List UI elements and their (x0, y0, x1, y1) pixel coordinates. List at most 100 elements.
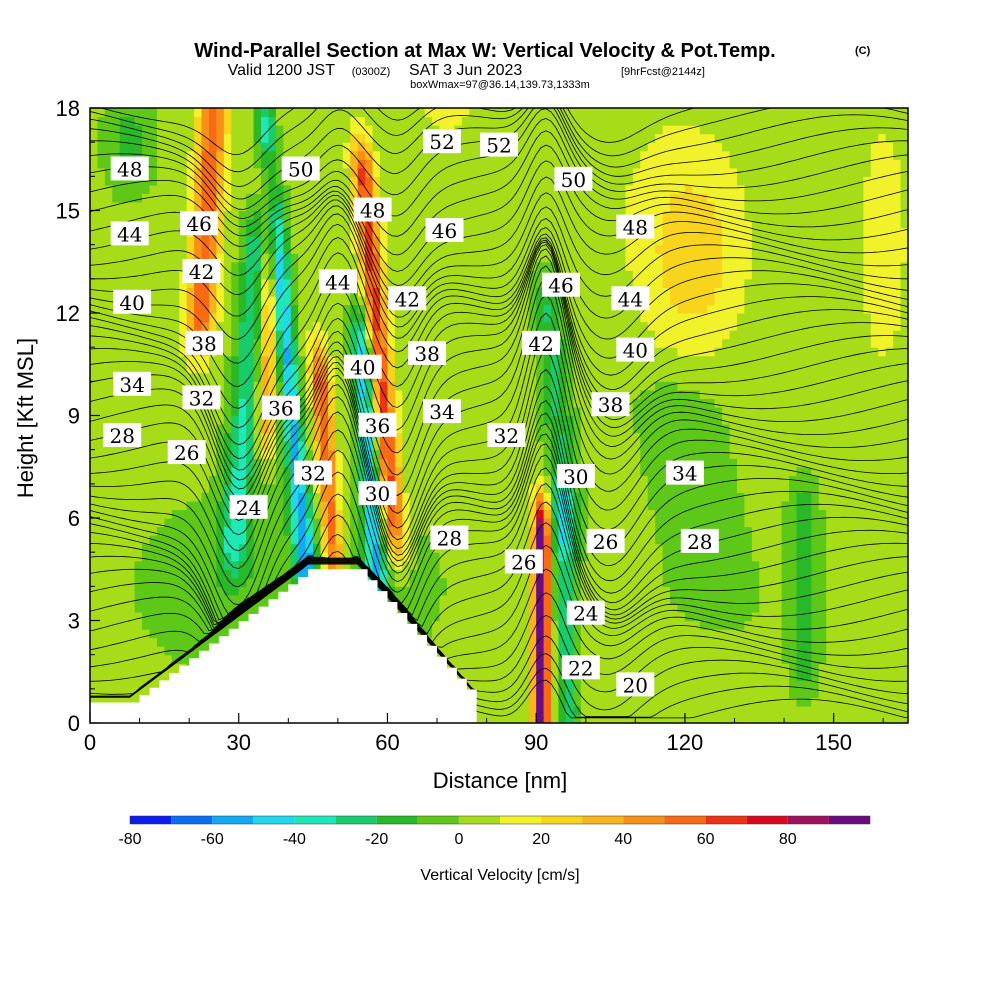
velocity-cell (342, 201, 351, 212)
velocity-cell (127, 560, 136, 570)
velocity-cell (573, 210, 582, 220)
velocity-cell (580, 620, 589, 630)
velocity-cell (149, 184, 158, 195)
velocity-cell (171, 236, 180, 246)
velocity-cell (201, 201, 210, 212)
velocity-cell (216, 372, 225, 382)
velocity-cell (409, 278, 418, 288)
velocity-cell (357, 526, 366, 536)
velocity-cell (506, 620, 515, 630)
velocity-cell (543, 142, 552, 152)
velocity-cell (283, 432, 292, 442)
velocity-cell (97, 201, 106, 212)
velocity-cell (164, 295, 173, 306)
velocity-cell (90, 637, 99, 647)
velocity-cell (342, 449, 351, 459)
velocity-cell (491, 355, 500, 365)
velocity-cell (394, 176, 403, 186)
velocity-cell (104, 654, 113, 664)
velocity-cell (171, 330, 180, 340)
velocity-cell (335, 184, 344, 195)
velocity-cell (588, 509, 597, 519)
velocity-cell (90, 372, 99, 382)
velocity-cell (275, 535, 284, 545)
velocity-cell (127, 577, 136, 587)
velocity-cell (246, 415, 255, 425)
velocity-cell (142, 406, 151, 417)
velocity-cell (97, 680, 106, 690)
velocity-cell (320, 500, 329, 511)
velocity-cell (551, 381, 560, 391)
velocity-cell (342, 458, 351, 468)
velocity-cell (142, 321, 151, 331)
velocity-cell (439, 364, 448, 374)
velocity-cell (484, 236, 493, 246)
velocity-cell (156, 415, 165, 425)
velocity-cell (528, 466, 537, 476)
velocity-cell (112, 671, 121, 681)
velocity-cell (372, 125, 381, 135)
velocity-cell (231, 415, 240, 425)
velocity-cell (573, 441, 582, 451)
velocity-cell (223, 355, 232, 365)
velocity-cell (268, 475, 277, 485)
velocity-cell (506, 321, 515, 331)
velocity-cell (432, 261, 441, 271)
velocity-cell (164, 466, 173, 476)
velocity-cell (536, 227, 545, 237)
velocity-cell (223, 253, 232, 263)
velocity-cell (469, 338, 478, 348)
velocity-cell (380, 338, 389, 348)
velocity-cell (543, 227, 552, 237)
velocity-cell (223, 535, 232, 545)
velocity-cell (223, 278, 232, 288)
velocity-cell (342, 236, 351, 246)
velocity-cell (112, 116, 121, 126)
velocity-cell (104, 449, 113, 459)
velocity-cell (528, 219, 537, 229)
velocity-cell (417, 509, 426, 519)
velocity-cell (491, 261, 500, 271)
velocity-cell (186, 594, 195, 605)
velocity-cell (580, 150, 589, 160)
velocity-cell (298, 108, 307, 118)
velocity-cell (290, 116, 299, 126)
velocity-cell (543, 526, 552, 536)
velocity-cell (543, 219, 552, 229)
velocity-cell (90, 210, 99, 220)
velocity-cell (156, 338, 165, 348)
velocity-cell (461, 637, 470, 647)
velocity-cell (454, 355, 463, 365)
velocity-cell (149, 389, 158, 400)
velocity-cell (231, 321, 240, 331)
velocity-cell (119, 586, 128, 596)
velocity-cell (387, 586, 396, 596)
velocity-cell (97, 500, 106, 511)
velocity-cell (97, 483, 106, 493)
velocity-cell (179, 424, 188, 434)
velocity-cell (104, 295, 113, 306)
velocity-cell (149, 406, 158, 417)
velocity-cell (194, 108, 203, 118)
velocity-cell (461, 552, 470, 562)
velocity-cell (171, 287, 180, 297)
velocity-cell (238, 406, 247, 417)
velocity-cell (588, 125, 597, 135)
velocity-cell (476, 287, 485, 297)
velocity-cell (156, 586, 165, 596)
velocity-cell (380, 270, 389, 280)
velocity-cell (253, 133, 262, 143)
velocity-cell (179, 518, 188, 528)
velocity-cell (580, 116, 589, 126)
velocity-cell (342, 108, 351, 118)
velocity-cell (387, 398, 396, 408)
velocity-cell (350, 261, 359, 271)
velocity-cell (104, 594, 113, 605)
velocity-cell (558, 150, 567, 160)
velocity-cell (90, 355, 99, 365)
velocity-cell (461, 560, 470, 570)
velocity-cell (551, 304, 560, 314)
velocity-cell (372, 458, 381, 468)
velocity-cell (335, 321, 344, 331)
